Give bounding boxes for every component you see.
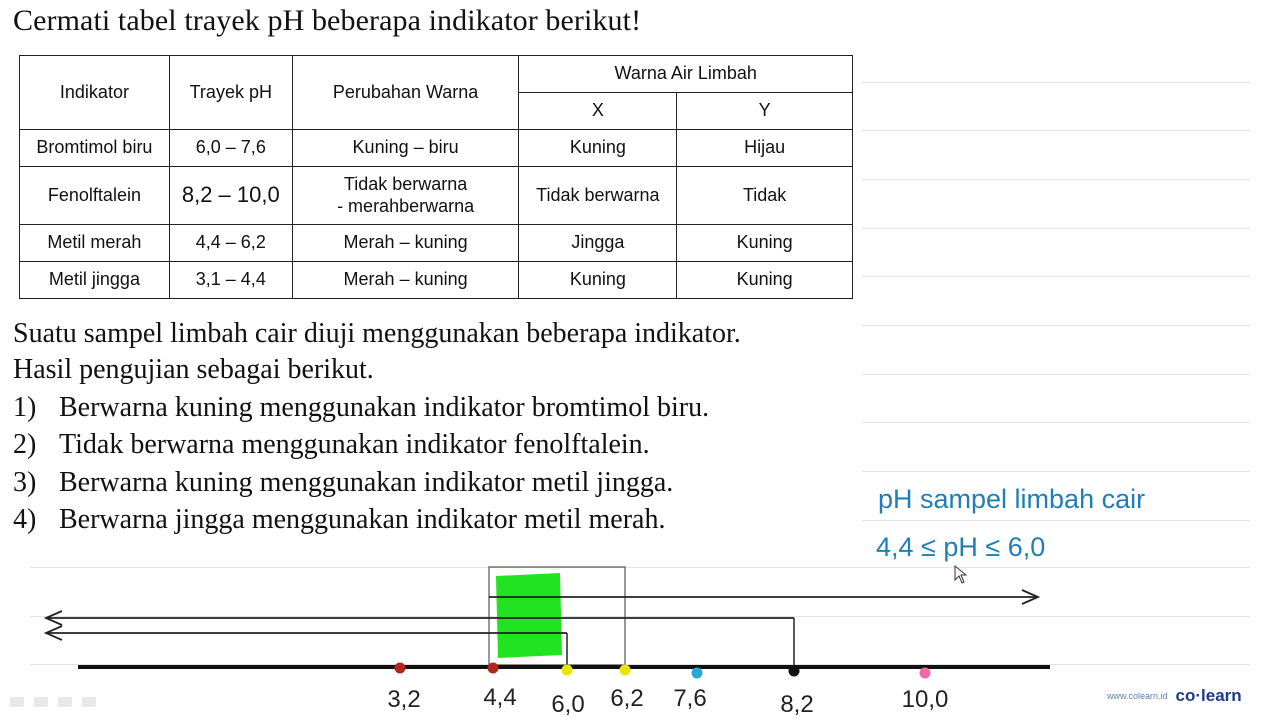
notebook-rule [862,228,1250,229]
step-text: Berwarna kuning menggunakan indikator me… [59,467,674,498]
cell-perubahan-line: Tidak berwarna [343,173,468,194]
back-icon[interactable] [10,697,24,707]
notebook-rule [30,567,1250,568]
notebook-rule [862,179,1250,180]
brand-url: www.colearn.id [1107,691,1168,701]
player-toolbar [10,694,120,712]
menu-icon[interactable] [58,697,72,707]
test-step: 3) Berwarna kuning menggunakan indikator … [13,465,673,501]
question-title: Cermati tabel trayek pH beberapa indikat… [13,4,642,37]
table-row: Fenolftalein 8,2 – 10,0 Tidak berwarna -… [19,166,853,225]
point-4-4 [487,662,499,674]
cell-perubahan-line: - merahberwarna [337,195,475,216]
arrowhead-right [1021,589,1041,605]
test-step: 1) Berwarna kuning menggunakan indikator … [13,390,709,426]
cell-indikator: Metil merah [19,224,170,262]
step-text: Berwarna kuning menggunakan indikator br… [59,392,710,423]
header-perubahan: Perubahan Warna [291,55,520,130]
summary-heading: pH sampel limbah cair [878,484,1146,514]
arrowhead-left [43,625,63,641]
tick-label: 6,2 [610,685,644,712]
brand-logo: www.colearn.id co·learn [1107,686,1242,706]
notebook-rule [862,471,1250,472]
point-6-0 [561,664,573,676]
notebook-rule [862,520,1250,521]
highlight-region [496,573,562,658]
test-step: 4) Berwarna jingga menggunakan indikator … [13,502,665,538]
cell-y: Kuning [676,224,853,262]
cell-x: Kuning [518,261,678,299]
indicator-table: Indikator Trayek pH Perubahan Warna Warn… [19,55,853,299]
tick-label: 6,0 [551,691,585,718]
cell-trayek: 4,4 – 6,2 [168,224,293,262]
point-8-2 [788,665,800,677]
notebook-rule [862,325,1250,326]
step-number: 1) [13,392,37,423]
tick-label: 4,4 [483,684,517,711]
point-3-2 [394,662,406,674]
tick-label: 7,6 [673,685,707,712]
table-row: Metil jingga 3,1 – 4,4 Merah – kuning Ku… [19,261,853,299]
cell-x: Kuning [518,129,678,167]
paragraph-line: Suatu sampel limbah cair diuji menggunak… [13,318,741,349]
step-text: Berwarna jingga menggunakan indikator me… [59,504,666,535]
brand-name: co·learn [1175,686,1242,705]
point-10-0 [919,667,931,679]
cell-trayek: 8,2 – 10,0 [168,166,293,225]
notebook-rule [862,82,1250,83]
paragraph-line: Hasil pengujian sebagai berikut. [13,354,374,385]
point-7-6 [691,667,703,679]
cell-y: Kuning [676,261,853,299]
notebook-rule [862,276,1250,277]
point-6-2 [619,664,631,676]
step-number: 4) [13,504,37,535]
cell-indikator: Fenolftalein [19,166,170,225]
arrowhead-left [43,610,63,626]
notebook-rule [862,422,1250,423]
tick-label: 3,2 [387,686,421,713]
cell-x: Jingga [518,224,678,262]
cell-indikator: Metil jingga [19,261,170,299]
cell-trayek: 3,1 – 4,4 [168,261,293,299]
cell-x: Tidak berwarna [518,166,678,225]
notebook-rule [30,664,1250,665]
tick-label: 10,0 [901,686,949,713]
notebook-rule [862,374,1250,375]
notebook-rule [30,616,1250,617]
cursor-icon [954,564,968,584]
cell-indikator: Bromtimol biru [19,129,170,167]
step-number: 2) [13,429,37,460]
header-indikator: Indikator [19,55,170,130]
step-text: Tidak berwarna menggunakan indikator fen… [59,429,650,460]
cell-y: Tidak [676,166,853,225]
forward-icon[interactable] [82,697,96,707]
tick-label: 8,2 [780,691,814,718]
table-row: Bromtimol biru 6,0 – 7,6 Kuning – biru K… [19,129,853,167]
cell-perubahan: Merah – kuning [291,261,520,299]
test-step: 2) Tidak berwarna menggunakan indikator f… [13,427,650,463]
cell-perubahan: Kuning – biru [291,129,520,167]
pen-icon[interactable] [34,697,48,707]
header-y: Y [676,92,853,130]
step-number: 3) [13,467,37,498]
cell-trayek: 6,0 – 7,6 [168,129,293,167]
notebook-rule [862,130,1250,131]
summary-range: 4,4 ≤ pH ≤ 6,0 [876,532,1046,562]
